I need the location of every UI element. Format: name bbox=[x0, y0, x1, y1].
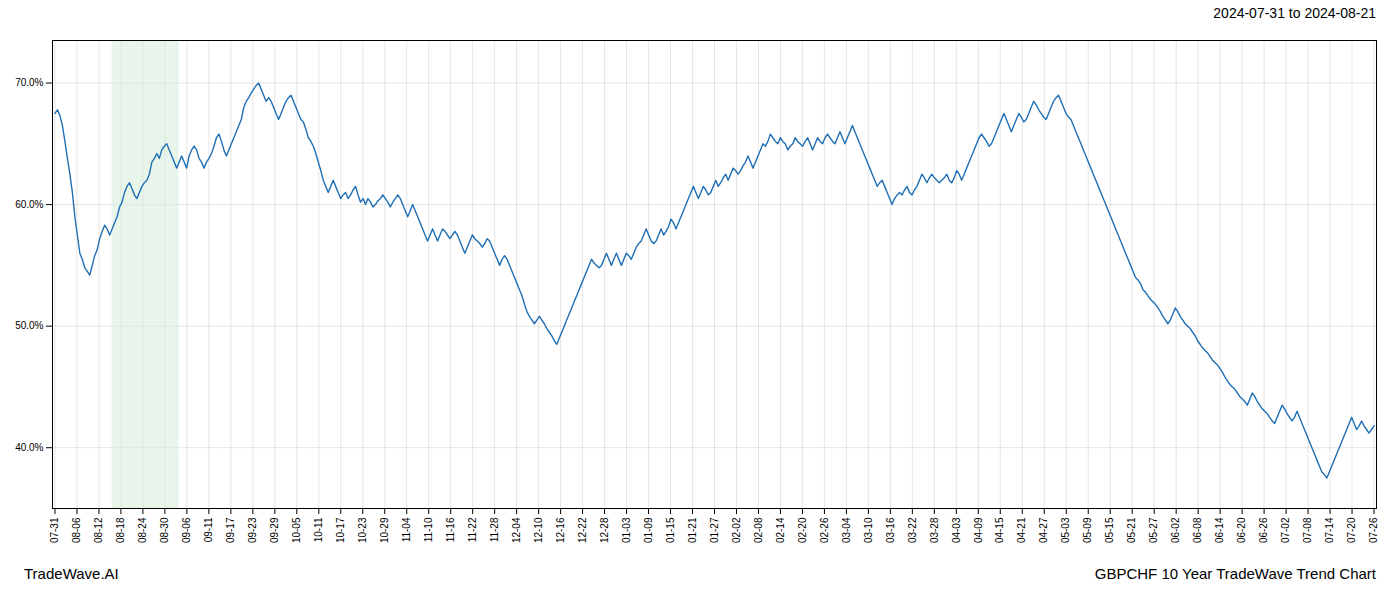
svg-text:07-20: 07-20 bbox=[1346, 517, 1357, 543]
svg-text:04-15: 04-15 bbox=[994, 517, 1005, 543]
svg-text:05-15: 05-15 bbox=[1104, 517, 1115, 543]
svg-text:08-30: 08-30 bbox=[159, 517, 170, 543]
svg-text:10-23: 10-23 bbox=[357, 517, 368, 543]
svg-text:07-02: 07-02 bbox=[1280, 517, 1291, 543]
svg-text:50.0%: 50.0% bbox=[15, 320, 43, 331]
svg-text:60.0%: 60.0% bbox=[15, 199, 43, 210]
svg-text:11-22: 11-22 bbox=[467, 517, 478, 542]
svg-text:01-15: 01-15 bbox=[665, 517, 676, 543]
svg-text:09-17: 09-17 bbox=[225, 517, 236, 543]
svg-text:12-22: 12-22 bbox=[577, 517, 588, 543]
svg-text:05-21: 05-21 bbox=[1126, 517, 1137, 543]
svg-text:06-08: 06-08 bbox=[1192, 517, 1203, 543]
svg-text:12-04: 12-04 bbox=[511, 517, 522, 543]
svg-text:12-16: 12-16 bbox=[555, 517, 566, 543]
svg-text:06-02: 06-02 bbox=[1170, 517, 1181, 543]
svg-text:03-10: 03-10 bbox=[863, 517, 874, 543]
svg-text:02-08: 02-08 bbox=[753, 517, 764, 543]
svg-text:07-31: 07-31 bbox=[49, 517, 60, 543]
svg-text:03-22: 03-22 bbox=[907, 517, 918, 543]
svg-text:11-10: 11-10 bbox=[423, 517, 434, 542]
svg-text:03-28: 03-28 bbox=[929, 517, 940, 543]
svg-text:07-14: 07-14 bbox=[1324, 517, 1335, 543]
svg-text:40.0%: 40.0% bbox=[15, 442, 43, 453]
svg-text:02-02: 02-02 bbox=[731, 517, 742, 543]
svg-text:04-21: 04-21 bbox=[1016, 517, 1027, 543]
html-text:TradeWave.AI: TradeWave.AI bbox=[24, 564, 119, 582]
svg-text:70.0%: 70.0% bbox=[15, 77, 43, 88]
svg-text:05-09: 05-09 bbox=[1082, 517, 1093, 543]
svg-text:04-27: 04-27 bbox=[1038, 517, 1049, 543]
svg-text:01-03: 01-03 bbox=[621, 517, 632, 543]
svg-text:02-20: 02-20 bbox=[797, 517, 808, 543]
svg-text:09-29: 09-29 bbox=[269, 517, 280, 543]
svg-text:09-23: 09-23 bbox=[247, 517, 258, 543]
svg-text:11-16: 11-16 bbox=[445, 517, 456, 542]
svg-text:09-06: 09-06 bbox=[181, 517, 192, 543]
svg-text:05-27: 05-27 bbox=[1148, 517, 1159, 543]
svg-text:03-04: 03-04 bbox=[841, 517, 852, 543]
svg-text:03-16: 03-16 bbox=[885, 517, 896, 543]
svg-text:06-20: 06-20 bbox=[1236, 517, 1247, 543]
svg-text:08-12: 08-12 bbox=[93, 517, 104, 543]
svg-text:10-29: 10-29 bbox=[379, 517, 390, 543]
svg-text:11-04: 11-04 bbox=[401, 517, 412, 542]
svg-text:06-14: 06-14 bbox=[1214, 517, 1225, 543]
svg-text:10-05: 10-05 bbox=[291, 517, 302, 543]
svg-text:12-28: 12-28 bbox=[599, 517, 610, 543]
svg-text:10-11: 10-11 bbox=[313, 517, 324, 542]
svg-text:05-03: 05-03 bbox=[1060, 517, 1071, 543]
svg-text:10-17: 10-17 bbox=[335, 517, 346, 543]
svg-text:01-27: 01-27 bbox=[709, 517, 720, 543]
svg-text:12-10: 12-10 bbox=[533, 517, 544, 543]
html-text:GBPCHF 10 Year TradeWave Trend: GBPCHF 10 Year TradeWave Trend Chart bbox=[1094, 564, 1376, 582]
svg-text:02-14: 02-14 bbox=[775, 517, 786, 543]
svg-text:04-03: 04-03 bbox=[951, 517, 962, 543]
svg-text:07-08: 07-08 bbox=[1302, 517, 1313, 543]
svg-text:08-24: 08-24 bbox=[137, 517, 148, 543]
svg-text:08-06: 08-06 bbox=[71, 517, 82, 543]
svg-text:02-26: 02-26 bbox=[819, 517, 830, 543]
svg-text:11-28: 11-28 bbox=[489, 517, 500, 542]
svg-text:07-26: 07-26 bbox=[1368, 517, 1379, 543]
svg-text:06-26: 06-26 bbox=[1258, 517, 1269, 543]
svg-text:09-11: 09-11 bbox=[203, 517, 214, 542]
svg-text:08-18: 08-18 bbox=[115, 517, 126, 543]
svg-text:01-09: 01-09 bbox=[643, 517, 654, 543]
html-text:2024-07-31 to 2024-08-21: 2024-07-31 to 2024-08-21 bbox=[1213, 5, 1376, 21]
svg-text:04-09: 04-09 bbox=[973, 517, 984, 543]
svg-text:01-21: 01-21 bbox=[687, 517, 698, 543]
